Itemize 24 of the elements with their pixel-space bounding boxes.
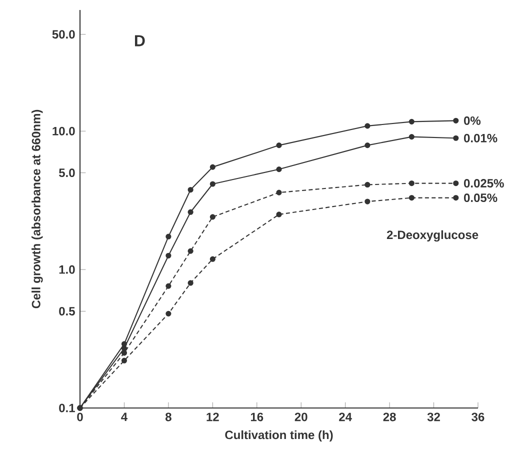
text: D xyxy=(134,35,145,46)
y-tick-label: 0.5 xyxy=(59,306,75,316)
x-tick-label: 0 xyxy=(77,412,83,422)
legend-title: 2-Deoxyglucose xyxy=(386,230,478,242)
series-label: 0% xyxy=(464,116,481,125)
y-tick-label: 1.0 xyxy=(59,265,75,274)
x-tick-label: 8 xyxy=(165,412,172,422)
x-axis-title: Cultivation time (h) xyxy=(225,430,333,442)
y-tick-label: 5.0 xyxy=(58,168,75,178)
x-tick-label: 16 xyxy=(250,412,264,422)
x-tick-label: 32 xyxy=(427,412,440,422)
x-tick-label: 24 xyxy=(339,412,352,422)
x-tick-label: 4 xyxy=(121,412,128,421)
y-tick-label: 10.0 xyxy=(52,126,75,136)
series-label: 0.05% xyxy=(464,194,498,202)
y-axis-title: Cell growth (absorbance at 660nm) xyxy=(32,110,43,308)
x-tick-label: 28 xyxy=(383,412,396,422)
series-label: 0.025% xyxy=(464,179,504,188)
x-tick-label: 20 xyxy=(294,412,308,422)
x-tick-label: 12 xyxy=(206,412,219,422)
series-label: 0.01% xyxy=(464,134,498,142)
y-tick-label: 0.1 xyxy=(59,404,75,412)
y-tick-label: 50.0 xyxy=(52,30,75,39)
x-tick-label: 36 xyxy=(472,412,484,422)
